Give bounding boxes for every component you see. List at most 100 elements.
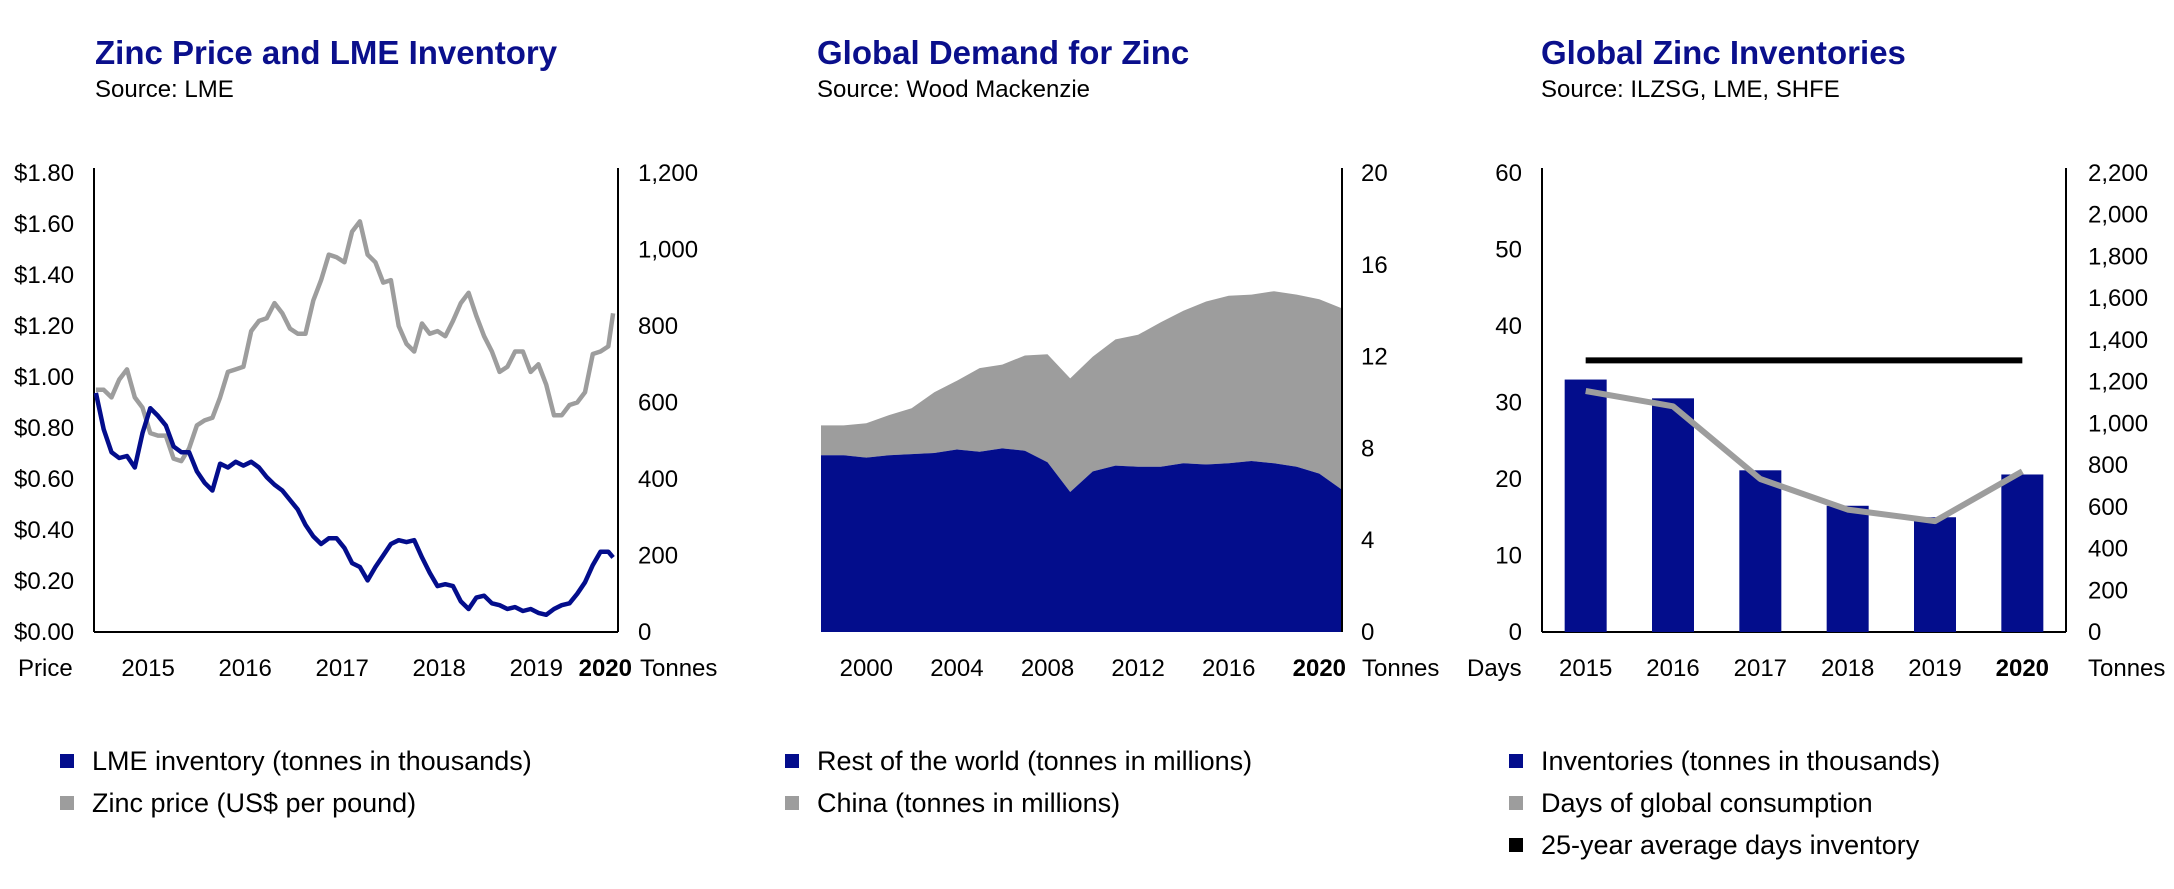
- zinc-price-line: [95, 219, 616, 464]
- chart2-x-tick-label: 2020: [1293, 655, 1346, 682]
- chart2-title: Global Demand for Zinc: [817, 34, 1190, 71]
- chart1-right-tick-label: 800: [638, 313, 678, 340]
- chart2-x-tick-label: 2016: [1202, 655, 1255, 682]
- chart3-right-tick-label: 1,000: [2088, 410, 2148, 437]
- chart2-right-tick-label: 20: [1361, 160, 1388, 187]
- legend-item: Inventories (tonnes in thousands): [1509, 740, 1940, 782]
- chart3-x-tick-label: 2016: [1646, 655, 1699, 682]
- chart1-left-tick-label: $1.20: [14, 313, 74, 340]
- chart3-title: Global Zinc Inventories: [1541, 34, 1906, 71]
- chart1-left-tick-label: $0.20: [14, 568, 74, 595]
- chart3-left-tick-label: 10: [1495, 543, 1522, 570]
- chart3-source: Source: ILZSG, LME, SHFE: [1541, 76, 1840, 103]
- chart1-left-tick-label: $0.00: [14, 619, 74, 646]
- legend-label: Days of global consumption: [1541, 787, 1873, 818]
- chart3-right-tick-label: 600: [2088, 494, 2128, 521]
- legend-item: China (tonnes in millions): [785, 782, 1252, 824]
- inventory-bar: [1826, 505, 1869, 632]
- inventory-bar: [2001, 474, 2044, 632]
- chart1-x-tick-label: 2015: [121, 655, 174, 682]
- rest-of-world-area: [821, 448, 1342, 632]
- chart3-left-tick-label: 40: [1495, 313, 1522, 340]
- chart3-left-tick-label: 0: [1509, 619, 1522, 646]
- chart2-x-tick-label: 2004: [930, 655, 983, 682]
- chart1-right-tick-label: 400: [638, 466, 678, 493]
- chart3-left-tick-label: 20: [1495, 466, 1522, 493]
- chart3-right-tick-label: 800: [2088, 452, 2128, 479]
- chart1-right-axis-label: Tonnes: [640, 655, 717, 682]
- legend-swatch-gray: [60, 796, 74, 810]
- chart2-right-tick-label: 8: [1361, 435, 1374, 462]
- chart3-right-tick-label: 2,200: [2088, 160, 2148, 187]
- legend-swatch-gray: [1509, 796, 1523, 810]
- chart2-legend: Rest of the world (tonnes in millions) C…: [785, 740, 1252, 824]
- chart3-left-tick-label: 30: [1495, 390, 1522, 417]
- chart3-right-tick-label: 200: [2088, 577, 2128, 604]
- chart1-left-tick-label: $1.40: [14, 262, 74, 289]
- legend-label: China (tonnes in millions): [817, 787, 1121, 818]
- chart3-right-tick-label: 1,200: [2088, 369, 2148, 396]
- chart1-right-tick-label: 200: [638, 543, 678, 570]
- legend-item: 25-year average days inventory: [1509, 824, 1940, 866]
- legend-swatch-black: [1509, 838, 1523, 852]
- chart1-right-tick-label: 600: [638, 390, 678, 417]
- chart3-x-tick-label: 2017: [1734, 655, 1787, 682]
- chart2-x-tick-label: 2000: [840, 655, 893, 682]
- chart1-left-tick-label: $0.80: [14, 415, 74, 442]
- chart1-right-tick-label: 1,000: [638, 237, 698, 264]
- chart1-legend: LME inventory (tonnes in thousands) Zinc…: [60, 740, 532, 824]
- legend-label: Zinc price (US$ per pound): [92, 787, 417, 818]
- chart1-x-tick-label: 2016: [218, 655, 271, 682]
- inventory-bar: [1564, 379, 1607, 632]
- chart1-left-axis-label: Price: [18, 655, 73, 682]
- chart3-right-tick-label: 1,400: [2088, 327, 2148, 354]
- legend-label: LME inventory (tonnes in thousands): [92, 745, 532, 776]
- china-area: [821, 291, 1342, 492]
- chart1-left-tick-label: $0.40: [14, 517, 74, 544]
- inventory-bar: [1652, 398, 1694, 632]
- chart2-right-tick-label: 0: [1361, 619, 1374, 646]
- chart3-right-tick-label: 1,800: [2088, 243, 2148, 270]
- chart1-x-tick-label: 2018: [413, 655, 466, 682]
- chart3-legend: Inventories (tonnes in thousands) Days o…: [1509, 740, 1940, 866]
- chart3-right-tick-label: 0: [2088, 619, 2101, 646]
- legend-item: Rest of the world (tonnes in millions): [785, 740, 1252, 782]
- chart3-right-tick-label: 2,000: [2088, 202, 2148, 229]
- legend-label: Inventories (tonnes in thousands): [1541, 745, 1941, 776]
- legend-item: Zinc price (US$ per pound): [60, 782, 532, 824]
- chart2-source: Source: Wood Mackenzie: [817, 76, 1091, 103]
- chart1-left-tick-label: $0.60: [14, 466, 74, 493]
- chart3-left-tick-label: 60: [1495, 160, 1522, 187]
- chart2-right-tick-label: 12: [1361, 344, 1388, 371]
- chart3-x-tick-label: 2020: [1996, 655, 2049, 682]
- chart3-left-axis-label: Days: [1467, 655, 1522, 682]
- chart1-source: Source: LME: [95, 76, 234, 103]
- chart1-x-tick-label: 2020: [579, 655, 632, 682]
- chart1-title: Zinc Price and LME Inventory: [95, 34, 558, 71]
- chart1-left-tick-label: $1.00: [14, 364, 74, 391]
- legend-item: Days of global consumption: [1509, 782, 1940, 824]
- chart3-right-tick-label: 1,600: [2088, 285, 2148, 312]
- chart1-x-tick-label: 2019: [510, 655, 563, 682]
- chart3-left-tick-label: 50: [1495, 237, 1522, 264]
- chart2-right-tick-label: 4: [1361, 527, 1374, 554]
- legend-item: LME inventory (tonnes in thousands): [60, 740, 532, 782]
- chart2-x-tick-label: 2012: [1111, 655, 1164, 682]
- legend-label: Rest of the world (tonnes in millions): [817, 745, 1253, 776]
- inventory-bar: [1739, 470, 1782, 632]
- chart2-right-axis-label: Tonnes: [1362, 655, 1439, 682]
- legend-swatch-navy: [1509, 754, 1523, 768]
- lme-inventory-line: [93, 392, 615, 618]
- legend-swatch-gray: [785, 796, 799, 810]
- chart1-right-tick-label: 0: [638, 619, 651, 646]
- chart3-right-axis-label: Tonnes: [2088, 655, 2165, 682]
- inventory-bar: [1914, 517, 1956, 632]
- chart3-x-tick-label: 2015: [1559, 655, 1612, 682]
- chart2-x-tick-label: 2008: [1021, 655, 1074, 682]
- legend-swatch-navy: [785, 754, 799, 768]
- days-consumption-line: [1585, 388, 2024, 525]
- chart3-x-tick-label: 2018: [1821, 655, 1874, 682]
- chart1-right-tick-label: 1,200: [638, 160, 698, 187]
- chart1-left-tick-label: $1.60: [14, 211, 74, 238]
